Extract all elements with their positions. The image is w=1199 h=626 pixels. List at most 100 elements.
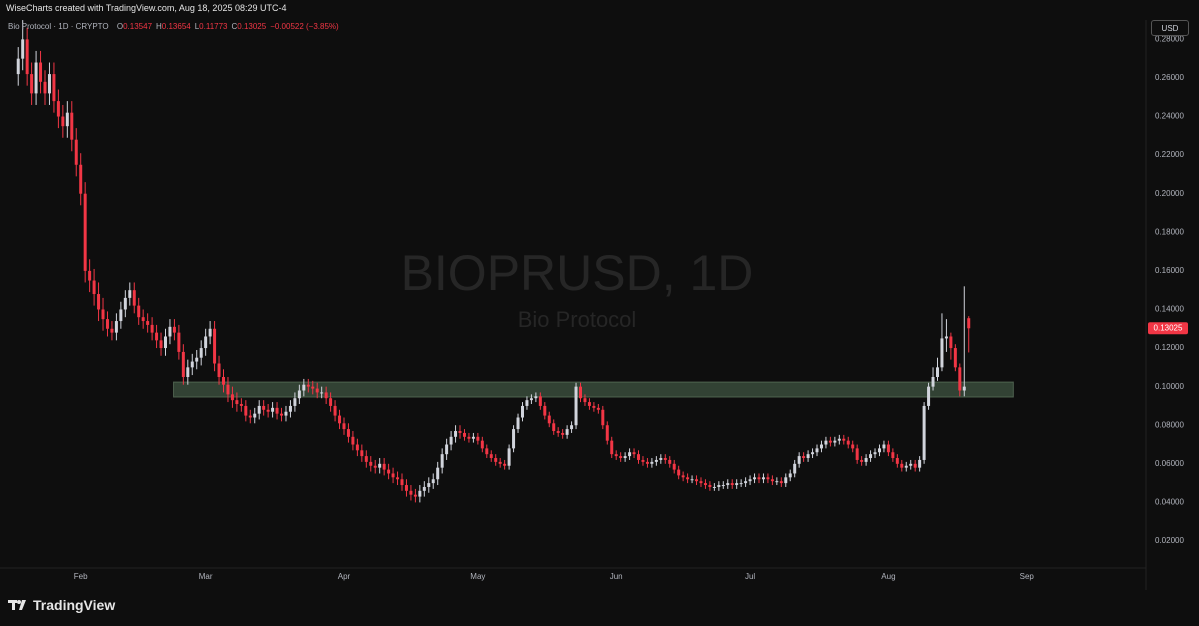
candle-body [784, 477, 788, 484]
y-tick-label: 0.28000 [1155, 34, 1184, 43]
candle-body [427, 483, 431, 487]
candle-body [61, 116, 65, 127]
candle-body [650, 461, 654, 464]
candle-body [525, 400, 529, 406]
y-tick-label: 0.06000 [1155, 459, 1184, 468]
candle-body [271, 407, 275, 412]
candle-body [503, 463, 507, 466]
candle-body [619, 456, 623, 459]
candle-body [382, 463, 386, 470]
candle-body [851, 444, 855, 449]
candle-body [150, 324, 154, 333]
currency-button[interactable]: USD [1151, 20, 1189, 36]
candle-body [895, 458, 899, 464]
candle-body [775, 481, 779, 483]
candle-body [708, 485, 712, 487]
candle-body [596, 407, 600, 410]
price-badge-label: 0.13025 [1154, 323, 1183, 332]
candle-body [681, 475, 685, 478]
candle-body [302, 384, 306, 391]
candle-body [141, 317, 145, 322]
candle-body [83, 193, 87, 271]
candle-body [346, 429, 350, 437]
candle-body [538, 396, 542, 406]
candle-body [137, 305, 141, 318]
candle-body [485, 448, 489, 455]
candle-body [159, 340, 163, 349]
candle-body [846, 440, 850, 445]
candle-body [726, 483, 730, 486]
candle-body [422, 486, 426, 491]
candle-body [556, 431, 560, 433]
candle-body [717, 485, 721, 487]
candle-body [56, 101, 60, 117]
candle-body [628, 452, 632, 457]
candle-body [65, 112, 69, 127]
candle-body [565, 429, 569, 435]
y-tick-label: 0.26000 [1155, 73, 1184, 82]
candle-body [534, 396, 538, 399]
candle-body [592, 405, 596, 408]
y-tick-label: 0.24000 [1155, 112, 1184, 121]
watermark-subtitle: Bio Protocol [518, 307, 637, 332]
candle-body [913, 463, 917, 468]
candle-body [378, 463, 382, 468]
candle-body [306, 384, 310, 387]
candle-body [904, 465, 908, 468]
candle-body [770, 479, 774, 482]
candle-body [935, 367, 939, 377]
candle-body [396, 477, 400, 480]
candle-body [927, 386, 931, 406]
candle-body [668, 459, 672, 464]
candle-body [338, 415, 342, 424]
candle-body [730, 483, 734, 486]
y-tick-label: 0.02000 [1155, 536, 1184, 545]
candle-body [864, 458, 868, 462]
candle-body [860, 459, 864, 462]
candle-body [467, 436, 471, 439]
candle-body [940, 338, 944, 368]
ohlc-value: 0.13025 [237, 22, 267, 31]
candle-body [177, 332, 181, 352]
candle-body [400, 479, 404, 486]
candle-body [748, 479, 752, 482]
candle-body [869, 454, 873, 459]
change: −0.00522 (−3.85%) [270, 22, 339, 31]
candle-body [97, 294, 101, 310]
candle-body [239, 404, 243, 406]
candle-body [88, 270, 92, 281]
y-tick-label: 0.22000 [1155, 150, 1184, 159]
candle-body [570, 425, 574, 430]
candle-body [512, 429, 516, 449]
candle-body [855, 448, 859, 460]
candle-body [190, 361, 194, 368]
candle-body [659, 458, 663, 460]
y-tick-label: 0.04000 [1155, 498, 1184, 507]
candle-body [391, 473, 395, 478]
candle-body [280, 413, 284, 416]
candle-body [695, 479, 699, 482]
candle-body [168, 326, 172, 337]
candle-body [645, 461, 649, 464]
candle-body [431, 479, 435, 484]
y-tick-label: 0.14000 [1155, 305, 1184, 314]
candle-body [248, 415, 252, 418]
support-zone [173, 381, 1014, 398]
candle-body [529, 398, 533, 401]
candle-body [909, 463, 913, 466]
watermark-title: BIOPRUSD, 1D [401, 245, 754, 301]
candle-body [967, 318, 971, 329]
candle-body [387, 469, 391, 474]
candle-body [739, 483, 743, 485]
candle-body [105, 319, 109, 329]
ohlc-key: O [116, 22, 124, 31]
candle-body [163, 336, 167, 349]
candle-body [123, 297, 127, 310]
candle-body [837, 438, 841, 441]
candle-body [949, 336, 953, 349]
candle-body [641, 459, 645, 462]
candle-body [543, 405, 547, 416]
candle-body [208, 328, 212, 337]
price-badge [1148, 322, 1188, 335]
